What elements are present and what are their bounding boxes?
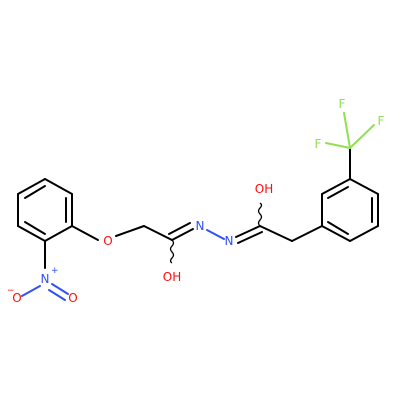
ch2-to-c-bond <box>143 225 173 241</box>
ring2-bond-5 <box>349 225 379 242</box>
n-o-double-bond-b <box>48 289 66 301</box>
n-c-bond-b <box>237 231 263 244</box>
ring-to-o-bond <box>71 225 99 241</box>
ether-linkage: O <box>71 225 173 248</box>
right-hydroxyl-label: OH <box>255 182 273 196</box>
nitro-o-minus-atom: O <box>12 291 21 305</box>
c-oh-wavy-bond-left <box>169 239 175 264</box>
ch2-to-ring-bond <box>291 225 323 242</box>
trifluoromethyl-group: F F F <box>315 97 385 180</box>
ring2-bond-6 <box>321 225 351 242</box>
c-f1-bond <box>343 112 351 149</box>
ring1-bond-5 <box>17 225 46 242</box>
nitro-minus-charge: − <box>7 286 15 296</box>
right-hydrazone-carbon: N OH <box>225 182 323 248</box>
ring2-double-3 <box>327 221 349 235</box>
o-to-ch2-bond <box>115 225 145 237</box>
ring1-bond-1 <box>17 178 46 195</box>
left-hydroxyl-label: OH <box>163 270 181 284</box>
nitro-o-double-atom: O <box>68 291 77 305</box>
ether-o-atom: O <box>103 234 112 248</box>
n-c-bond-a <box>235 225 261 238</box>
ring2-double-1 <box>327 186 349 199</box>
fluorine-3-atom: F <box>315 137 322 151</box>
c-f3-bond <box>325 142 351 149</box>
trifluoromethylphenyl-ring <box>321 178 379 242</box>
nitrophenyl-ring <box>17 178 73 242</box>
c-n-bond-a <box>171 228 194 241</box>
ring1-bond-2 <box>44 178 73 195</box>
ring1-double-3 <box>24 221 46 235</box>
n-o-single-bond <box>21 285 41 297</box>
hydrazide-n2-atom: N <box>225 234 234 248</box>
n-o-double-bond-a <box>51 283 69 295</box>
fluorine-1-atom: F <box>339 97 346 111</box>
c-n-bond-b <box>168 222 191 235</box>
c-oh-wavy-bond-right <box>257 202 263 227</box>
ring1-double-1 <box>24 185 46 199</box>
hydrazide-n1-atom: N <box>196 219 205 233</box>
fluorine-2-atom: F <box>378 114 385 128</box>
n-n-bond <box>206 229 225 240</box>
ring2-bond-3 <box>349 178 379 195</box>
c-to-ch2-bond <box>259 225 293 242</box>
c-f2-bond <box>349 124 375 149</box>
ring2-bond-2 <box>321 178 351 195</box>
nitro-group: N + O − O <box>7 240 78 305</box>
ring1-bond-4 <box>44 225 73 242</box>
nitro-n-atom: N <box>41 272 50 286</box>
left-hydrazone-carbon: OH N <box>163 219 205 284</box>
nitro-plus-charge: + <box>51 266 59 276</box>
